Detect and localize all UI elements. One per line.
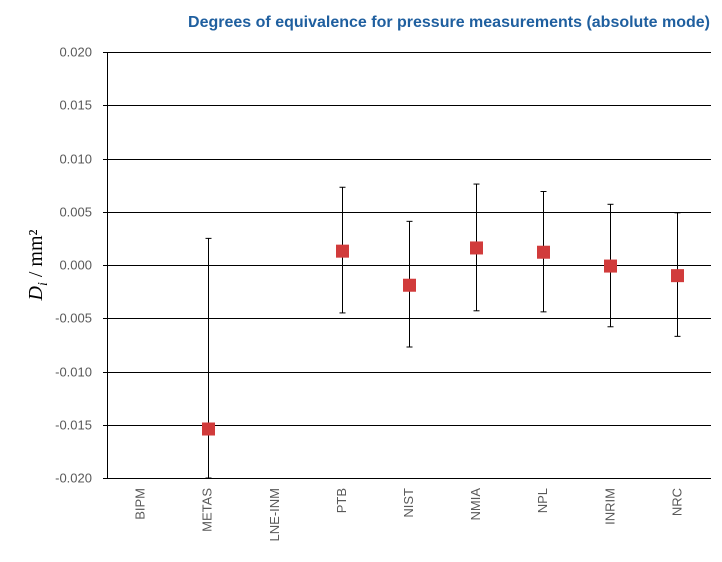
y-tick-label: 0.015 bbox=[59, 98, 92, 113]
y-tick-labels: 0.020 0.015 0.010 0.005 0.000 -0.005 -0.010 -0.… bbox=[55, 45, 92, 486]
y-tick-label: -0.020 bbox=[55, 471, 92, 486]
data-point bbox=[604, 259, 617, 273]
data-point bbox=[671, 269, 684, 283]
data-point bbox=[403, 278, 416, 292]
category-label: BIPM bbox=[133, 488, 148, 520]
grid-lines bbox=[103, 52, 711, 479]
y-axis-title-main: D bbox=[25, 286, 47, 302]
category-label: NMIA bbox=[468, 488, 483, 521]
data-point bbox=[537, 245, 550, 259]
category-label: METAS bbox=[200, 488, 215, 532]
category-label: PTB bbox=[334, 488, 349, 513]
category-label: NIST bbox=[401, 488, 416, 518]
category-label: NRC bbox=[669, 488, 684, 516]
y-tick-label: 0.010 bbox=[59, 152, 92, 167]
y-axis-title: Di / mm² bbox=[25, 229, 51, 301]
category-label: LNE-INM bbox=[267, 488, 282, 541]
error-bars bbox=[205, 183, 681, 479]
data-point bbox=[470, 241, 483, 255]
data-point bbox=[202, 422, 215, 436]
y-tick-label: 0.005 bbox=[59, 205, 92, 220]
y-tick-label: -0.005 bbox=[55, 311, 92, 326]
y-tick-label: -0.010 bbox=[55, 365, 92, 380]
data-point bbox=[336, 244, 349, 258]
category-labels: BIPM METAS LNE-INM PTB NIST NMIA NPL INRIM NRC bbox=[133, 488, 685, 542]
y-axis-title-sub: i bbox=[36, 282, 51, 286]
y-axis-title-unit: / mm² bbox=[25, 229, 47, 282]
chart-title: Degrees of equivalence for pressure meas… bbox=[188, 14, 710, 31]
y-tick-label: 0.020 bbox=[59, 45, 92, 60]
y-tick-label: 0.000 bbox=[59, 258, 92, 273]
data-markers bbox=[202, 241, 684, 436]
category-label: INRIM bbox=[602, 488, 617, 525]
y-tick-label: -0.015 bbox=[55, 418, 92, 433]
category-label: NPL bbox=[535, 488, 550, 513]
